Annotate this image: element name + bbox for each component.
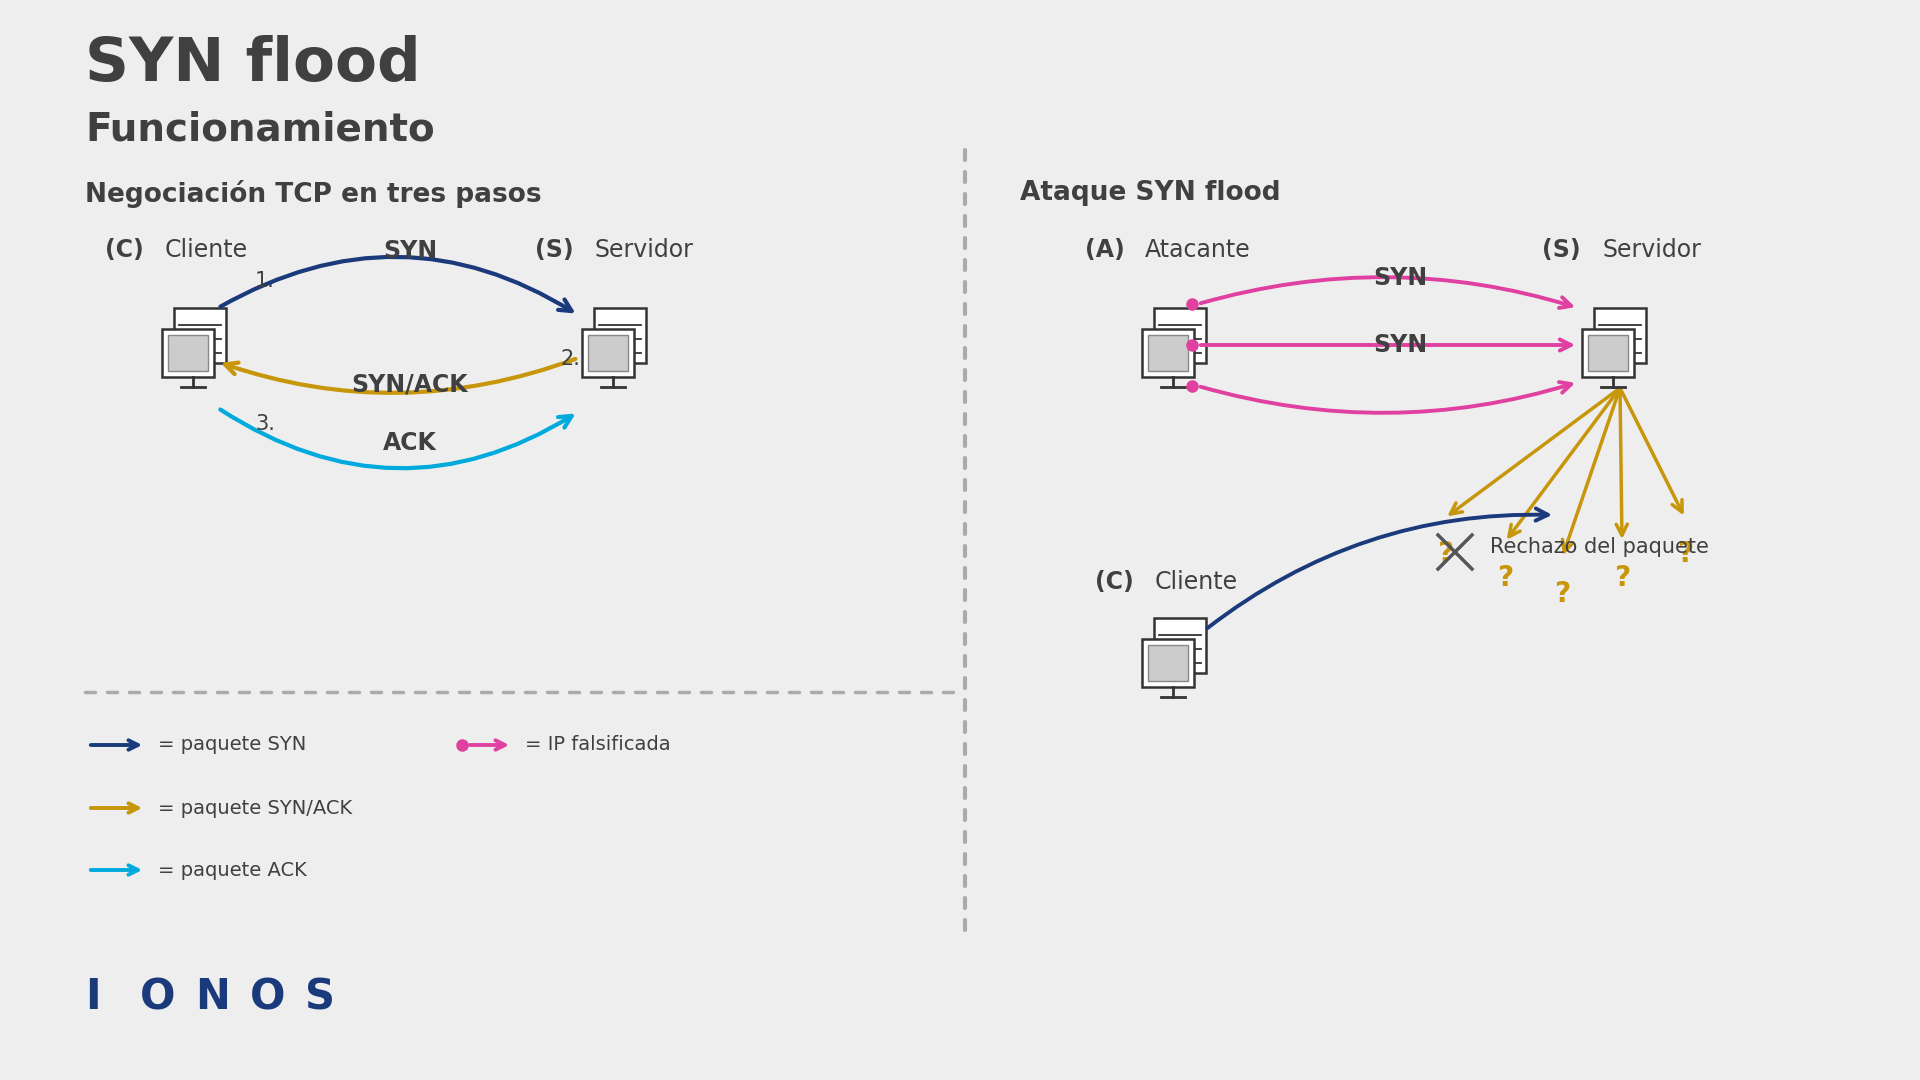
Text: Ataque SYN flood: Ataque SYN flood [1020,180,1281,206]
Text: 2.: 2. [561,349,580,369]
Text: ?: ? [1498,564,1513,592]
FancyBboxPatch shape [161,329,213,377]
Text: N: N [196,976,230,1018]
FancyBboxPatch shape [588,335,628,372]
Text: SYN: SYN [1373,266,1427,291]
FancyBboxPatch shape [1154,308,1206,363]
Text: SYN flood: SYN flood [84,35,420,94]
Text: = IP falsificada: = IP falsificada [524,735,670,755]
FancyBboxPatch shape [1142,329,1194,377]
Text: (C): (C) [106,238,144,262]
FancyBboxPatch shape [1582,329,1634,377]
Text: (S): (S) [1542,238,1580,262]
Text: ?: ? [1553,580,1571,608]
Text: (C): (C) [1094,570,1133,594]
Text: S: S [305,976,334,1018]
Text: Servidor: Servidor [1601,238,1701,262]
FancyBboxPatch shape [1594,308,1645,363]
Text: = paquete ACK: = paquete ACK [157,861,307,879]
FancyBboxPatch shape [169,335,207,372]
Text: (S): (S) [536,238,574,262]
Text: = paquete SYN: = paquete SYN [157,735,307,755]
Text: ?: ? [1436,540,1453,568]
Text: Atacante: Atacante [1144,238,1250,262]
Text: = paquete SYN/ACK: = paquete SYN/ACK [157,798,351,818]
Text: ACK: ACK [384,431,438,455]
FancyBboxPatch shape [593,308,645,363]
FancyBboxPatch shape [1148,335,1188,372]
Text: SYN: SYN [382,239,438,264]
Text: Servidor: Servidor [595,238,693,262]
FancyBboxPatch shape [1588,335,1628,372]
FancyBboxPatch shape [1148,645,1188,681]
Text: Rechazo del paquete: Rechazo del paquete [1490,537,1709,557]
Text: SYN: SYN [1373,333,1427,357]
Text: 1.: 1. [255,271,275,291]
FancyBboxPatch shape [582,329,634,377]
Text: 3.: 3. [255,414,275,434]
Text: Cliente: Cliente [1156,570,1238,594]
Text: O: O [250,976,286,1018]
Text: SYN/ACK: SYN/ACK [351,373,468,397]
Text: Funcionamiento: Funcionamiento [84,110,434,148]
Text: O: O [140,976,175,1018]
FancyBboxPatch shape [1154,618,1206,673]
Text: ?: ? [1615,564,1630,592]
Text: I: I [84,976,100,1018]
Text: Negociación TCP en tres pasos: Negociación TCP en tres pasos [84,180,541,208]
FancyBboxPatch shape [1142,639,1194,687]
FancyBboxPatch shape [175,308,227,363]
Text: Cliente: Cliente [165,238,248,262]
Text: (A): (A) [1085,238,1125,262]
Text: ?: ? [1676,540,1693,568]
